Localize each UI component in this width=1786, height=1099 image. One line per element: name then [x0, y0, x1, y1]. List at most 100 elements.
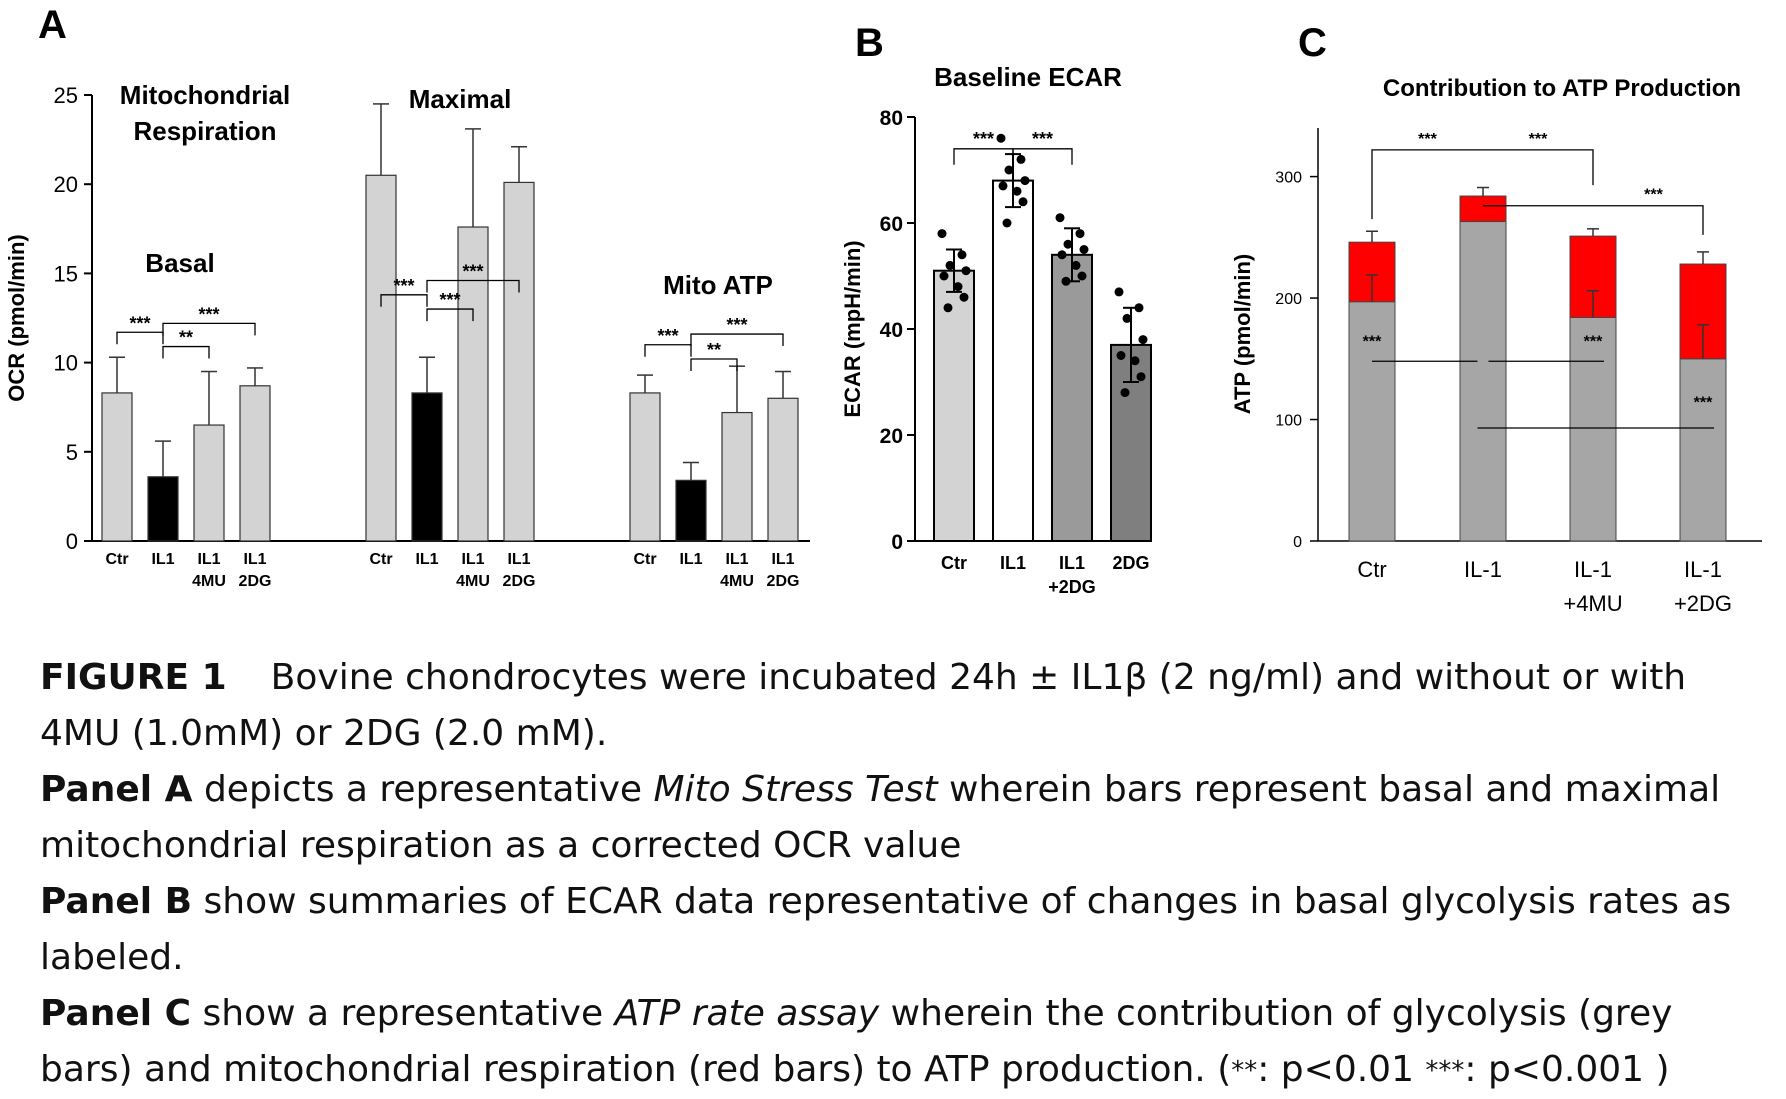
x-tick-label: Ctr: [369, 551, 392, 568]
caption-panel-a-text-a: depicts a representative: [192, 769, 654, 810]
group-title: Mito ATP: [663, 270, 773, 300]
significance-label: ***: [1032, 129, 1053, 149]
group-title: Respiration: [133, 116, 276, 146]
data-point: [1136, 372, 1146, 382]
significance-label: ***: [973, 129, 994, 149]
significance-label: ***: [393, 276, 414, 296]
y-tick-label: 15: [54, 261, 78, 286]
significance-bracket: [426, 279, 520, 293]
data-point: [1071, 260, 1081, 270]
caption-panel-c-text-a: show a representative: [191, 993, 615, 1034]
significance-label: ***: [129, 313, 150, 333]
figure-1: 0 5 10 15 20 25 OCR (pmol/min) Mitochondrial Res…: [4, 3, 1762, 616]
x-tick-label: IL1: [415, 551, 438, 568]
caption-panel-a-text-b: wherein bars represent basal and maximal…: [40, 769, 1721, 866]
caption-panel-b: Panel B show summaries of ECAR data repr…: [40, 874, 1760, 986]
significance-bracket: [1371, 149, 1483, 220]
data-point: [1063, 239, 1073, 249]
x-tick-label: 4MU: [456, 573, 490, 590]
y-axis-title: ATP (pmol/min): [1230, 254, 1255, 415]
y-tick-label: 0: [891, 531, 903, 554]
y-tick-label: 200: [1275, 291, 1302, 308]
x-tick-label: IL-1: [1464, 557, 1502, 582]
data-point: [996, 133, 1006, 143]
panel-letter-c: C: [1298, 21, 1327, 65]
significance-label: ***: [1363, 334, 1382, 351]
caption-p001: : p<0.01: [1257, 1049, 1426, 1090]
significance-label: ***: [726, 315, 747, 335]
x-tick-label: Ctr: [1357, 557, 1386, 582]
bar: [767, 397, 799, 542]
caption-figure-label: FIGURE 1: [40, 657, 227, 698]
y-tick-label: 0: [1293, 534, 1302, 551]
caption-panel-c-label: Panel C: [40, 993, 192, 1034]
glycolysis-bar: [1569, 316, 1617, 542]
x-tick-label: IL1: [1000, 553, 1026, 573]
caption-panel-a: Panel A depicts a representative Mito St…: [40, 762, 1760, 874]
y-tick-label: 20: [880, 425, 903, 448]
y-tick-label: 20: [54, 172, 78, 197]
y-tick-label: 10: [54, 351, 78, 376]
significance-bracket: [162, 345, 210, 359]
x-tick-label: IL1: [725, 551, 748, 568]
group-title: Maximal: [409, 84, 512, 114]
significance-bracket: [1483, 149, 1594, 186]
x-tick-label: 2DG: [239, 573, 272, 590]
x-tick-label: 2DG: [1112, 553, 1149, 573]
data-point: [945, 260, 955, 270]
data-point: [1130, 356, 1140, 366]
figure-caption: FIGURE 1 Bovine chondrocytes were incubat…: [40, 650, 1760, 1099]
bar: [675, 479, 707, 542]
y-tick-label: 25: [54, 83, 78, 108]
bar: [193, 424, 225, 542]
significance-bracket: [953, 148, 1014, 165]
caption-panel-c-text-b: wherein the contribution of glycolysis (…: [40, 993, 1673, 1090]
y-tick-label: 100: [1275, 413, 1302, 430]
x-tick-label: 2DG: [503, 573, 536, 590]
significance-label: ***: [439, 290, 460, 310]
x-tick-label: +2DG: [1674, 591, 1732, 616]
bar: [239, 385, 271, 542]
bar: [1051, 253, 1093, 543]
x-tick-label: Ctr: [105, 551, 128, 568]
bar: [101, 392, 133, 542]
glycolysis-bar: [1459, 221, 1507, 542]
data-point: [1120, 388, 1130, 398]
x-tick-label: 4MU: [720, 573, 754, 590]
bar: [503, 181, 535, 542]
data-point: [1061, 276, 1071, 286]
data-point: [957, 250, 967, 260]
data-point: [1012, 186, 1022, 196]
x-tick-label: 2DG: [767, 573, 800, 590]
bar: [147, 476, 179, 542]
significance-label: ***: [462, 262, 483, 282]
glycolysis-bar: [1348, 301, 1396, 542]
data-point: [943, 303, 953, 313]
data-point: [998, 181, 1008, 191]
significance-label: ***: [1644, 187, 1663, 204]
y-tick-label: 300: [1275, 170, 1302, 187]
data-point: [1075, 229, 1085, 239]
data-point: [953, 282, 963, 292]
panel-letter-a: A: [38, 3, 67, 47]
data-point: [1134, 303, 1144, 313]
x-tick-label: IL1: [507, 551, 530, 568]
data-point: [939, 271, 949, 281]
significance-bracket: [116, 331, 164, 345]
data-point: [1055, 213, 1065, 223]
data-point: [1079, 245, 1089, 254]
bar: [721, 411, 753, 542]
bar: [411, 392, 443, 542]
caption-triple-star: ***: [1425, 1056, 1465, 1086]
x-tick-label: +2DG: [1048, 577, 1096, 597]
group-subtitle: Basal: [145, 248, 214, 278]
data-point: [1016, 154, 1026, 164]
significance-bracket: [690, 358, 738, 372]
x-tick-label: IL1: [679, 551, 702, 568]
data-point: [1114, 287, 1124, 297]
significance-label: ***: [1584, 334, 1603, 351]
glycolysis-bar: [1679, 358, 1727, 542]
chart-title: Baseline ECAR: [934, 62, 1122, 92]
x-tick-label: IL1: [151, 551, 174, 568]
y-tick-label: 40: [880, 319, 903, 342]
